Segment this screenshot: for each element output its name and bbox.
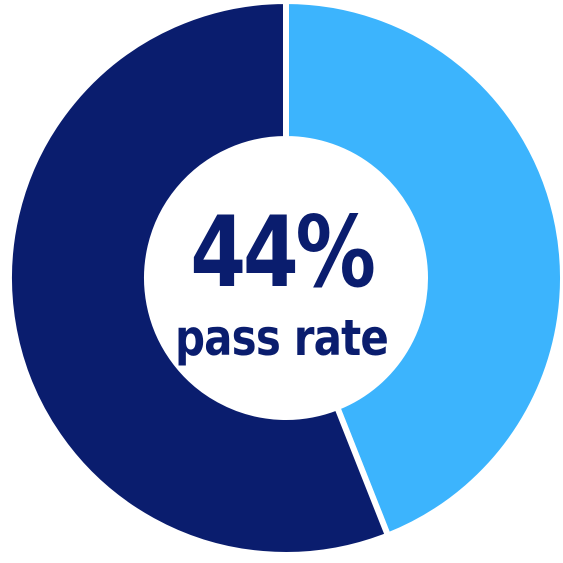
center-caption-label: pass rate bbox=[174, 309, 389, 367]
center-value-label: 44% bbox=[190, 196, 376, 310]
donut-slice-0 bbox=[283, 0, 563, 540]
donut-slice-1 bbox=[6, 0, 392, 558]
